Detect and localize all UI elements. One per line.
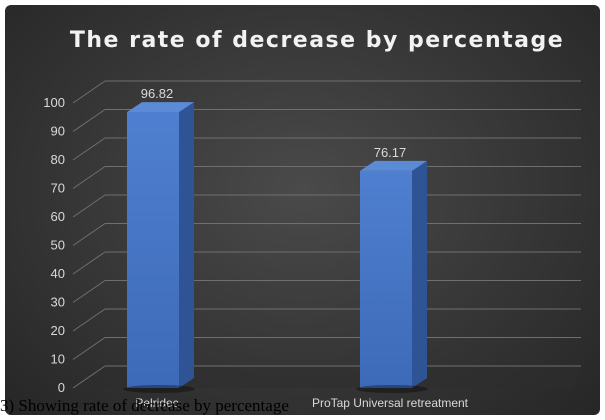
y-tick-label: 30 — [51, 295, 65, 310]
bar-front — [360, 170, 412, 388]
x-category-label: ProTap Universal retreatment — [312, 396, 469, 410]
gridline-diagonal — [72, 109, 106, 132]
y-tick-label: 100 — [43, 95, 65, 110]
x-category-label: Pelridec — [135, 396, 178, 410]
gridline-diagonal — [72, 80, 106, 104]
data-labels: 96.82 76.17 — [141, 86, 407, 160]
bar-side — [179, 102, 194, 389]
gridline-diagonal — [72, 251, 106, 275]
bars — [123, 102, 428, 393]
chart-floor — [73, 366, 581, 388]
y-tick-label: 50 — [51, 238, 65, 253]
y-tick-label: 60 — [51, 209, 65, 224]
data-label: 76.17 — [374, 145, 407, 160]
gridline-diagonal — [72, 223, 106, 246]
bar-shadow — [123, 385, 195, 393]
gridline-diagonal — [72, 337, 106, 360]
y-tick-label: 70 — [51, 181, 65, 196]
y-tick-label: 40 — [51, 266, 65, 281]
chart-frame: The rate of decrease by percentage 0 10 20… — [5, 5, 600, 415]
gridline-diagonal — [72, 308, 106, 332]
gridline-diagonal — [72, 137, 106, 161]
y-tick-label: 90 — [51, 124, 65, 139]
gridline-diagonal — [72, 166, 106, 189]
bar-top — [360, 160, 427, 171]
bar-front — [127, 112, 179, 389]
floor-plane — [73, 366, 581, 388]
bar — [356, 160, 428, 393]
y-tick-label: 80 — [51, 152, 65, 167]
gridline-diagonal — [72, 280, 106, 303]
gridline-diagonal — [72, 194, 106, 218]
data-label: 96.82 — [141, 86, 174, 101]
gridline-diagonal — [72, 365, 106, 389]
bar-chart: The rate of decrease by percentage 0 10 20… — [43, 28, 581, 410]
y-tick-label: 0 — [58, 380, 65, 395]
y-axis-ticks: 0 10 20 30 40 50 60 70 80 90 100 — [43, 95, 65, 395]
y-tick-label: 10 — [51, 352, 65, 367]
bar-side — [412, 160, 427, 388]
bar — [123, 102, 195, 393]
chart-title: The rate of decrease by percentage — [70, 28, 564, 53]
bar-shadow — [356, 385, 428, 393]
bar-top — [127, 102, 194, 113]
y-tick-label: 20 — [51, 323, 65, 338]
x-axis-categories: Pelridec ProTap Universal retreatment — [135, 396, 468, 410]
